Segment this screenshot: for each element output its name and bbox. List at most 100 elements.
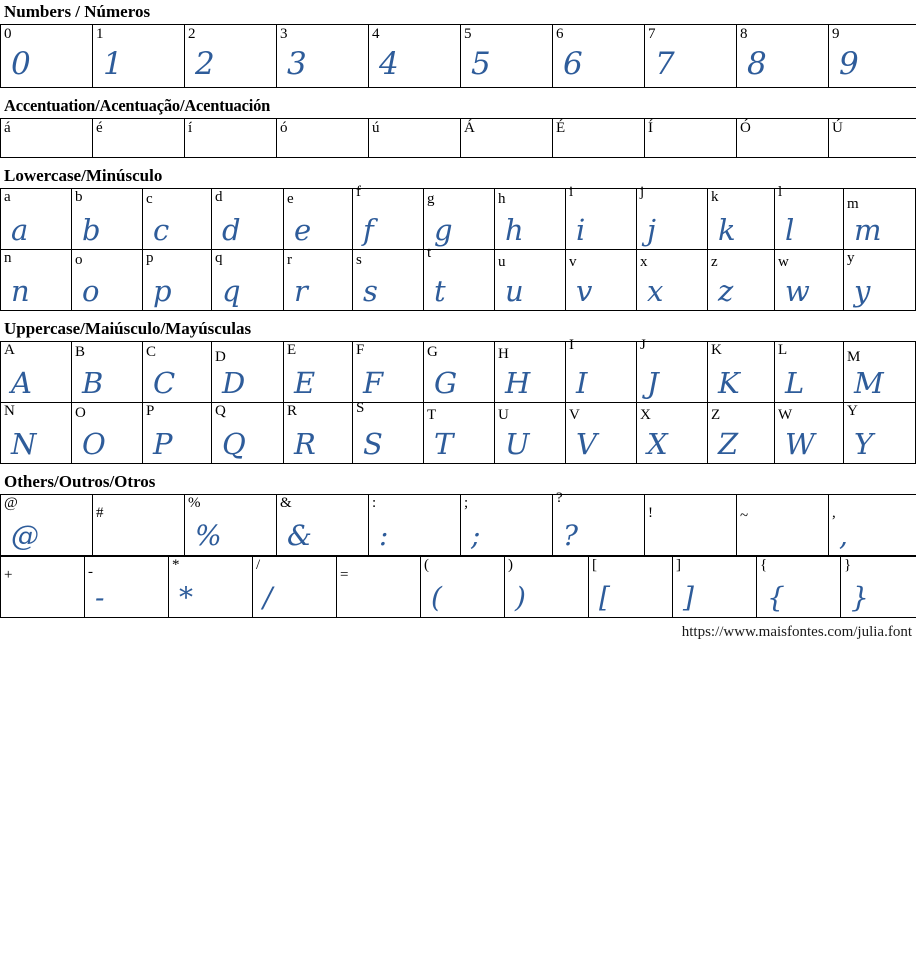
glyph-cell-P[interactable]: P P <box>142 402 212 464</box>
glyph-cell-N[interactable]: N N <box>0 402 72 464</box>
glyph-sample: , <box>839 519 848 552</box>
glyph-cell-T[interactable]: T T <box>423 402 495 464</box>
glyph-cell-B[interactable]: B B <box>71 341 143 403</box>
glyph-cell-S[interactable]: S S <box>352 401 424 464</box>
glyph-cell-iacute[interactable]: í <box>184 118 277 158</box>
glyph-cell-j[interactable]: j j <box>636 185 708 250</box>
glyph-cell-e[interactable]: e e <box>283 188 353 250</box>
glyph-cell-Oacute[interactable]: Ó <box>736 118 829 158</box>
char-label: l <box>778 184 783 200</box>
glyph-cell-y[interactable]: y y <box>843 249 916 311</box>
glyph-cell-t[interactable]: t t <box>423 246 495 311</box>
glyph-cell-bracket-open[interactable]: [ [ <box>588 556 673 618</box>
glyph-cell-L[interactable]: L L <box>774 341 844 403</box>
glyph-cell-a[interactable]: a a <box>0 188 72 250</box>
glyph-cell-exclamation[interactable]: ! <box>644 494 737 556</box>
source-url[interactable]: https://www.maisfontes.com/julia.font <box>681 624 912 640</box>
glyph-cell-7[interactable]: 7 7 <box>644 24 737 88</box>
glyph-cell-eacute[interactable]: é <box>92 118 185 158</box>
glyph-cell-G[interactable]: G G <box>423 341 495 403</box>
glyph-cell-aacute[interactable]: á <box>0 118 93 158</box>
glyph-cell-brace-open[interactable]: { { <box>756 556 841 618</box>
glyph-cell-i[interactable]: i i <box>565 185 637 250</box>
glyph-cell-X[interactable]: X X <box>636 402 708 464</box>
glyph-cell-Y[interactable]: Y Y <box>843 402 916 464</box>
glyph-cell-b[interactable]: b b <box>71 188 143 250</box>
glyph-cell-W[interactable]: W W <box>774 402 844 464</box>
glyph-cell-V[interactable]: V V <box>565 402 637 464</box>
glyph-cell-h[interactable]: h h <box>494 188 566 250</box>
glyph-cell-oacute[interactable]: ó <box>276 118 369 158</box>
glyph-cell-5[interactable]: 5 5 <box>460 24 553 88</box>
glyph-cell-Iacute[interactable]: Í <box>644 118 737 158</box>
glyph-cell-1[interactable]: 1 1 <box>92 24 185 88</box>
glyph-cell-percent[interactable]: % % <box>184 494 277 556</box>
glyph-cell-semicolon[interactable]: ; ; <box>460 494 553 556</box>
glyph-cell-paren-open[interactable]: ( ( <box>420 556 505 618</box>
glyph-table-lowercase: a a b b c c d d e e f f g <box>0 185 916 311</box>
glyph-cell-8[interactable]: 8 8 <box>736 24 829 88</box>
glyph-cell-C[interactable]: C C <box>142 341 212 403</box>
glyph-cell-at[interactable]: @ @ <box>0 494 93 556</box>
glyph-cell-comma[interactable]: , , <box>828 494 916 556</box>
glyph-cell-v[interactable]: v v <box>565 249 637 311</box>
glyph-cell-r[interactable]: r r <box>283 249 353 311</box>
glyph-cell-R[interactable]: R R <box>283 402 353 464</box>
glyph-cell-U[interactable]: U U <box>494 402 566 464</box>
glyph-cell-w[interactable]: w w <box>774 249 844 311</box>
glyph-cell-p[interactable]: p p <box>142 249 212 311</box>
glyph-cell-D[interactable]: D D <box>211 341 284 403</box>
glyph-cell-colon[interactable]: : : <box>368 494 461 556</box>
glyph-cell-f[interactable]: f f <box>352 185 424 250</box>
glyph-cell-c[interactable]: c c <box>142 188 212 250</box>
glyph-cell-M[interactable]: M M <box>843 341 916 403</box>
glyph-cell-J[interactable]: J J <box>636 338 708 403</box>
glyph-cell-Z[interactable]: Z Z <box>707 402 775 464</box>
glyph-cell-4[interactable]: 4 4 <box>368 24 461 88</box>
glyph-cell-hash[interactable]: # <box>92 494 185 556</box>
glyph-cell-tilde[interactable]: ~ <box>736 494 829 556</box>
glyph-cell-m[interactable]: m m <box>843 188 916 250</box>
glyph-cell-u[interactable]: u u <box>494 249 566 311</box>
glyph-cell-bracket-close[interactable]: ] ] <box>672 556 757 618</box>
glyph-cell-O[interactable]: O O <box>71 402 143 464</box>
glyph-cell-2[interactable]: 2 2 <box>184 24 277 88</box>
glyph-cell-hyphen[interactable]: - - <box>84 556 169 618</box>
glyph-cell-K[interactable]: K K <box>707 341 775 403</box>
glyph-cell-ampersand[interactable]: & & <box>276 494 369 556</box>
glyph-cell-Aacute[interactable]: Á <box>460 118 553 158</box>
glyph-cell-question[interactable]: ? ? <box>552 491 645 556</box>
glyph-cell-n[interactable]: n n <box>0 249 72 311</box>
glyph-cell-plus[interactable]: + <box>0 556 85 618</box>
glyph-cell-F[interactable]: F F <box>352 341 424 403</box>
glyph-cell-k[interactable]: k k <box>707 188 775 250</box>
glyph-cell-o[interactable]: o o <box>71 249 143 311</box>
glyph-cell-z[interactable]: z z <box>707 249 775 311</box>
glyph-cell-brace-close[interactable]: } } <box>840 556 916 618</box>
char-label: O <box>75 405 86 421</box>
glyph-cell-slash[interactable]: / / <box>252 556 337 618</box>
glyph-cell-d[interactable]: d d <box>211 188 284 250</box>
glyph-cell-uacute[interactable]: ú <box>368 118 461 158</box>
glyph-cell-H[interactable]: H H <box>494 341 566 403</box>
glyph-cell-s[interactable]: s s <box>352 249 424 311</box>
glyph-cell-6[interactable]: 6 6 <box>552 24 645 88</box>
glyph-cell-g[interactable]: g g <box>423 188 495 250</box>
glyph-cell-3[interactable]: 3 3 <box>276 24 369 88</box>
glyph-cell-x[interactable]: x x <box>636 249 708 311</box>
glyph-cell-l[interactable]: l l <box>774 185 844 250</box>
glyph-cell-Q[interactable]: Q Q <box>211 402 284 464</box>
glyph-cell-Uacute[interactable]: Ú <box>828 118 916 158</box>
glyph-cell-A[interactable]: A A <box>0 341 72 403</box>
glyph-cell-q[interactable]: q q <box>211 249 284 311</box>
glyph-cell-Eacute[interactable]: É <box>552 118 645 158</box>
glyph-cell-9[interactable]: 9 9 <box>828 24 916 88</box>
glyph-cell-I[interactable]: I I <box>565 338 637 403</box>
glyph-cell-E[interactable]: E E <box>283 341 353 403</box>
char-label: ! <box>648 505 653 521</box>
glyph-cell-paren-close[interactable]: ) ) <box>504 556 589 618</box>
glyph-cell-0[interactable]: 0 0 <box>0 24 93 88</box>
glyph-cell-equals[interactable]: = <box>336 556 421 618</box>
glyph-cell-asterisk[interactable]: * * <box>168 556 253 618</box>
